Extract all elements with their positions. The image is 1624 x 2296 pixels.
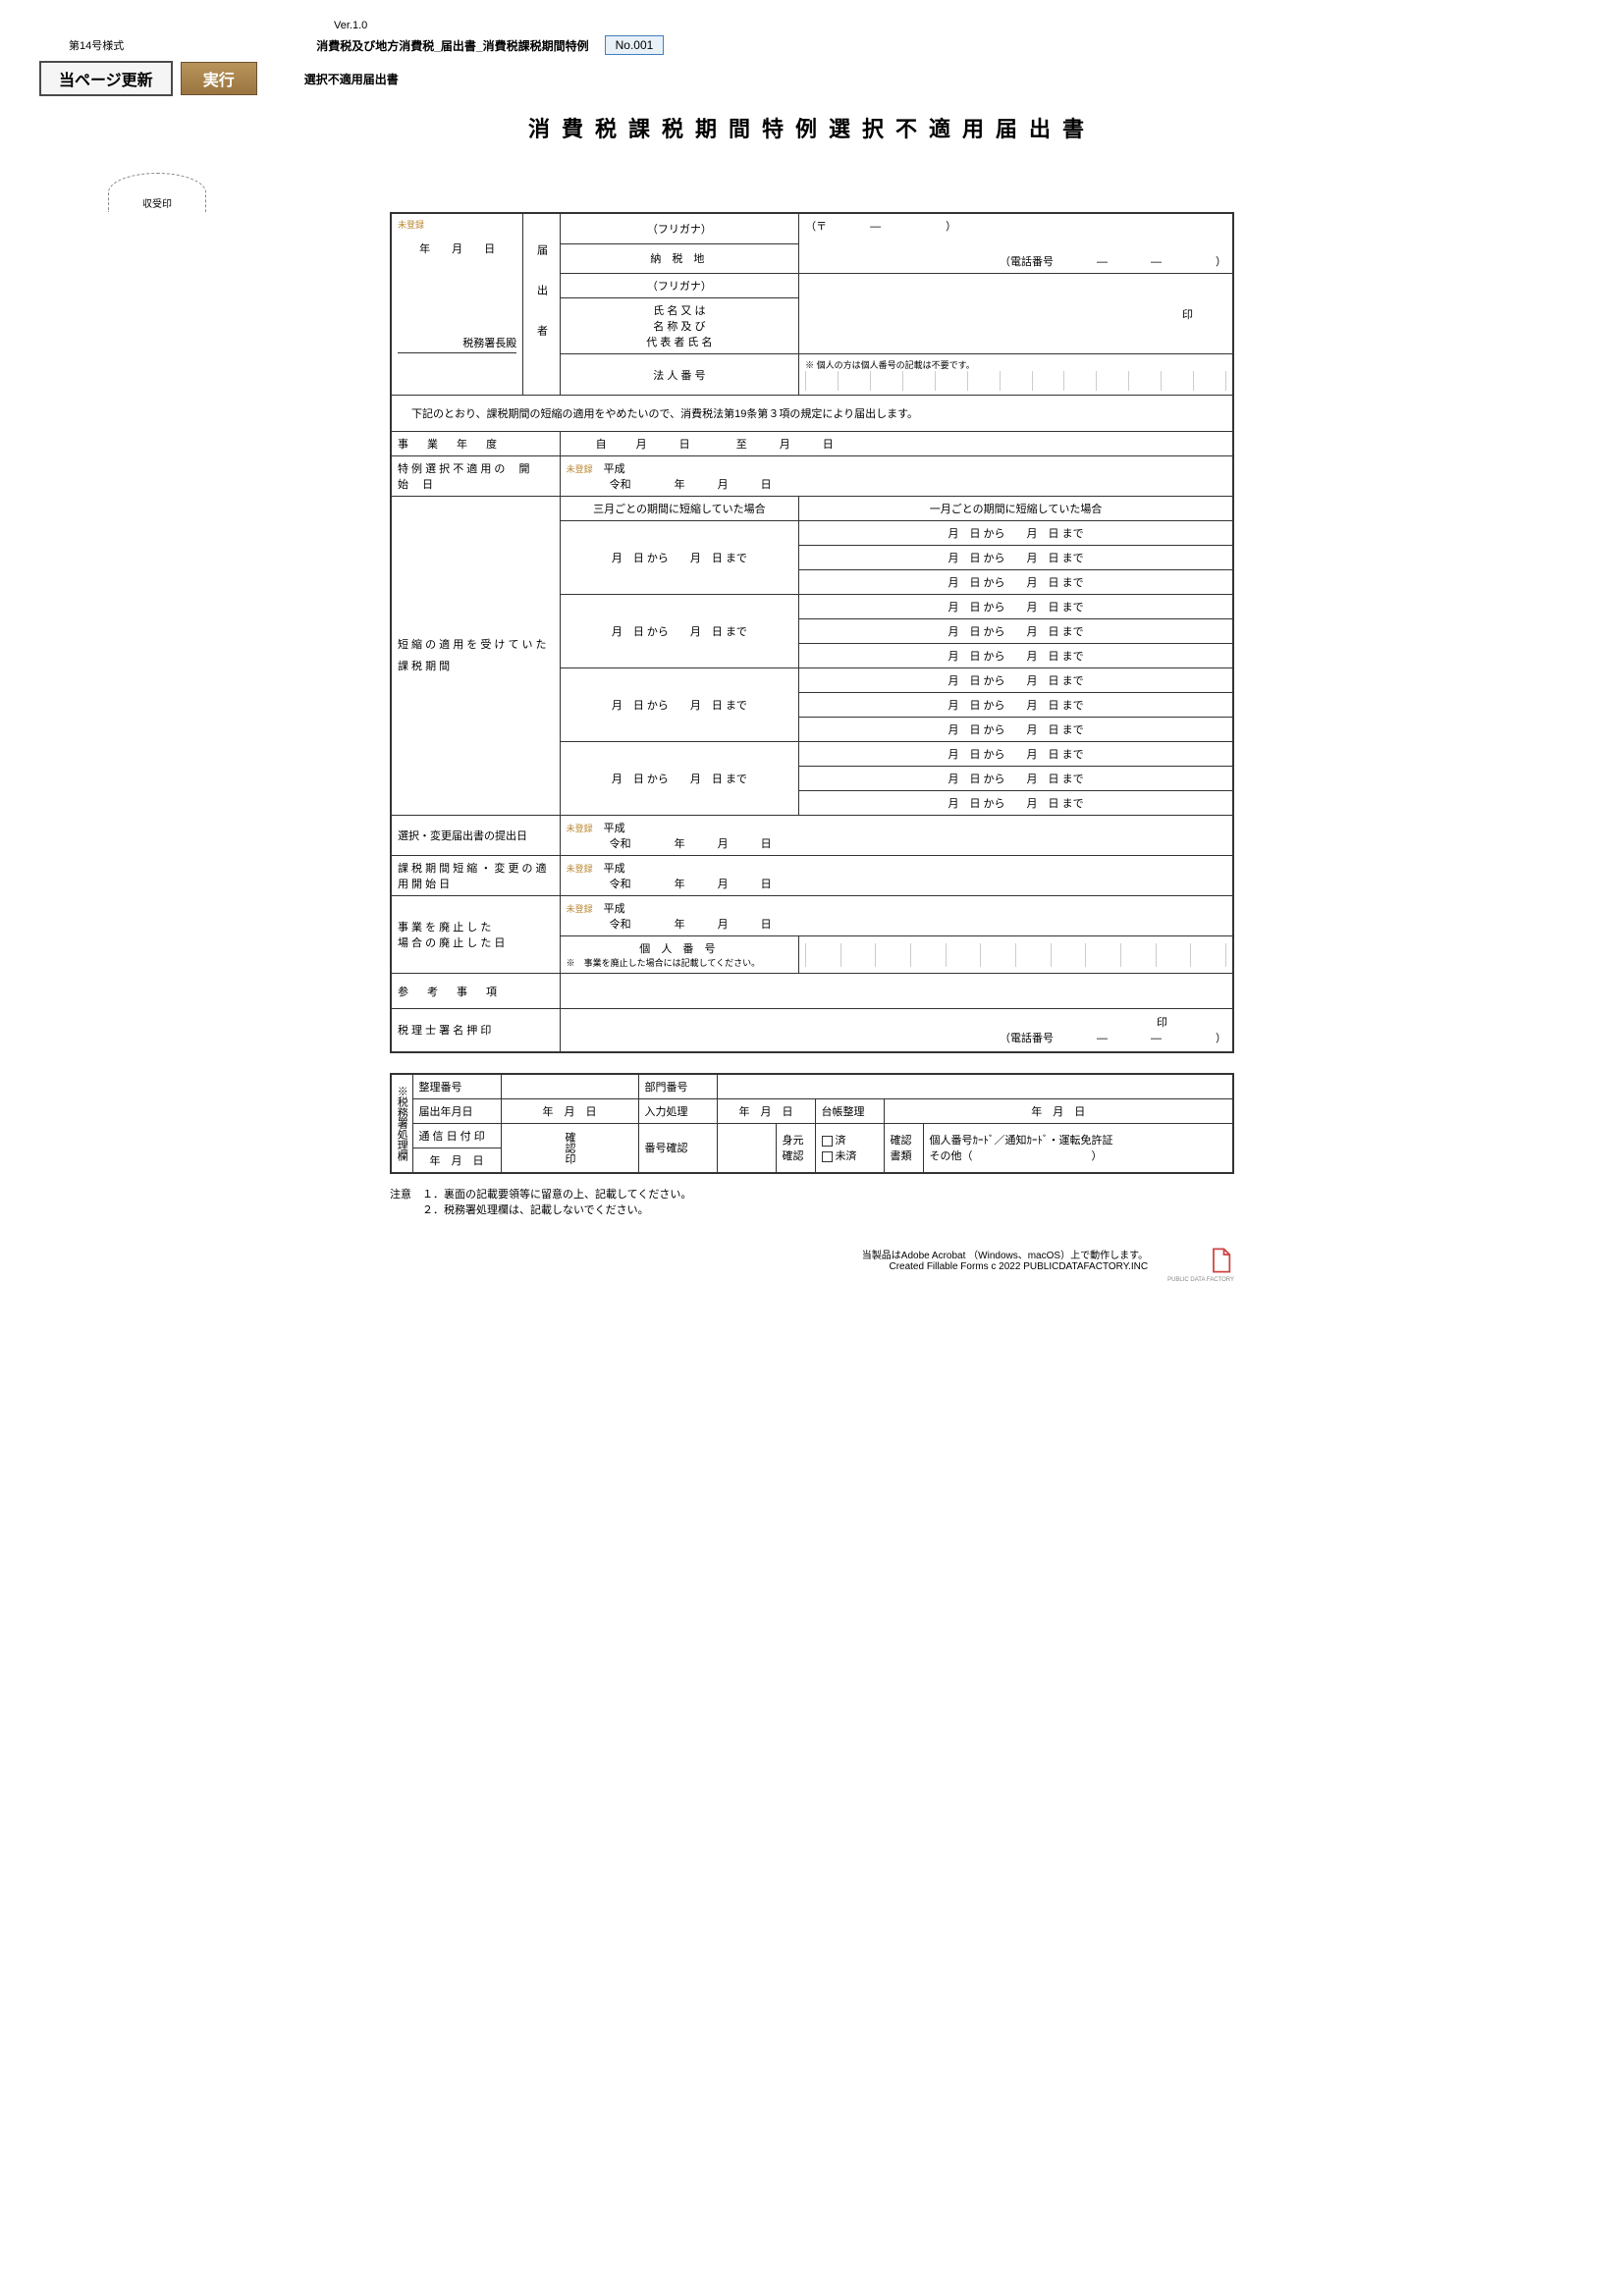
abolish-label: 事 業 を 廃 止 し た場 合 の 廃 止 し た 日 xyxy=(391,896,560,974)
one-month-row-1[interactable]: 月 日 から 月 日 まで xyxy=(799,521,1233,546)
notify-date-field[interactable]: 年 月 日 xyxy=(501,1098,638,1123)
main-title: 消費税課税期間特例選択不適用届出書 xyxy=(39,112,1585,143)
ledger-label: 台帳整理 xyxy=(815,1098,884,1123)
one-month-row-5[interactable]: 月 日 から 月 日 まで xyxy=(799,619,1233,644)
unregistered-label: 未登録 xyxy=(398,218,516,231)
doc-no: No.001 xyxy=(605,35,665,55)
submit-date-field[interactable]: 未登録 平成 令和 年 月 日 xyxy=(560,816,1233,856)
one-month-row-7[interactable]: 月 日 から 月 日 まで xyxy=(799,668,1233,693)
three-month-row-2[interactable]: 月 日 から 月 日 まで xyxy=(560,595,798,668)
input-process-field[interactable]: 年 月 日 xyxy=(717,1098,815,1123)
confirm-docs-label: 確認書類 xyxy=(884,1123,923,1173)
one-month-header: 一月ごとの期間に短縮していた場合 xyxy=(799,497,1233,521)
version-label: Ver.1.0 xyxy=(334,20,367,31)
name-labels: 氏 名 又 は名 称 及 び代 表 者 氏 名 xyxy=(560,298,798,354)
doc-header-2: 選択不適用届出書 xyxy=(304,71,399,87)
notifier-label: 届出者 xyxy=(523,213,560,396)
special-start-field[interactable]: 未登録 平成 令和 年 月 日 xyxy=(560,456,1233,497)
tax-accountant-field[interactable]: 印 （電話番号 ― ― ） xyxy=(560,1009,1233,1052)
ref-number-field[interactable] xyxy=(501,1074,638,1099)
dept-number-label: 部門番号 xyxy=(638,1074,717,1099)
office-use-table: ※税務署処理欄 整理番号 部門番号 届出年月日 年 月 日 入力処理 年 月 日… xyxy=(390,1073,1234,1174)
one-month-row-4[interactable]: 月 日 から 月 日 まで xyxy=(799,595,1233,619)
identity-confirm-field[interactable]: 済 未済 xyxy=(815,1123,884,1173)
business-year-field[interactable]: 自月 日 至 月 日 xyxy=(560,432,1233,456)
office-use-label: ※税務署処理欄 xyxy=(391,1074,412,1173)
business-year-label: 事 業 年 度 xyxy=(391,432,560,456)
change-start-label: 課 税 期 間 短 縮 ・ 変 更 の 適 用 開 始 日 xyxy=(391,856,560,896)
tax-accountant-label: 税 理 士 署 名 押 印 xyxy=(391,1009,560,1052)
one-month-row-9[interactable]: 月 日 から 月 日 まで xyxy=(799,718,1233,742)
tax-office-field[interactable]: 税務署長殿 xyxy=(398,335,516,353)
confirm-seal-label: 確認印 xyxy=(501,1123,638,1173)
doc-header-1: 消費税及び地方消費税_届出書_消費税課税期間特例 xyxy=(316,37,588,54)
one-month-row-11[interactable]: 月 日 から 月 日 まで xyxy=(799,767,1233,791)
confirm-docs-field[interactable]: 個人番号ｶｰﾄﾞ／通知ｶｰﾄﾞ・運転免許証その他（ ） xyxy=(923,1123,1233,1173)
one-month-row-12[interactable]: 月 日 から 月 日 まで xyxy=(799,791,1233,816)
address-label: 納 税 地 xyxy=(560,243,798,273)
ledger-field[interactable]: 年 月 日 xyxy=(884,1098,1233,1123)
ref-number-label: 整理番号 xyxy=(412,1074,501,1099)
one-month-row-10[interactable]: 月 日 から 月 日 まで xyxy=(799,742,1233,767)
number-confirm-field[interactable] xyxy=(717,1123,776,1173)
update-page-button[interactable]: 当ページ更新 xyxy=(39,61,173,96)
comm-date-field[interactable]: 年 月 日 xyxy=(412,1148,501,1173)
phone-label-1: （電話番号 ― ― ） xyxy=(805,253,1226,269)
reference-field[interactable] xyxy=(560,974,1233,1009)
furigana-label-2: （フリガナ） xyxy=(560,274,798,298)
one-month-row-3[interactable]: 月 日 から 月 日 まで xyxy=(799,570,1233,595)
furigana-label-1: （フリガナ） xyxy=(560,213,798,243)
three-month-row-3[interactable]: 月 日 から 月 日 まで xyxy=(560,668,798,742)
change-start-field[interactable]: 未登録 平成 令和 年 月 日 xyxy=(560,856,1233,896)
one-month-row-8[interactable]: 月 日 から 月 日 まで xyxy=(799,693,1233,718)
corp-number-note: ※ 個人の方は個人番号の記載は不要です。 xyxy=(805,358,1226,371)
form-number: 第14号様式 xyxy=(69,37,124,53)
main-form-table: 未登録 年 月 日 税務署長殿 届出者 （フリガナ） （〒 ― ） （電話番号 … xyxy=(390,212,1234,1053)
personal-number-label: 個 人 番 号 ※ 事業を廃止した場合には記載してください。 xyxy=(560,936,798,974)
notes-section: 注意 １．裏面の記載要領等に留意の上、記載してください。 ２．税務署処理欄は、記… xyxy=(390,1186,1234,1217)
body-text: 下記のとおり、課税期間の短縮の適用をやめたいので、消費税法第19条第３項の規定に… xyxy=(391,396,1233,432)
notify-date-label: 届出年月日 xyxy=(412,1098,501,1123)
number-confirm-label: 番号確認 xyxy=(638,1123,717,1173)
pdf-logo-icon: PUBLIC DATA FACTORY xyxy=(1167,1247,1234,1283)
address-field[interactable]: （〒 ― ） （電話番号 ― ― ） xyxy=(799,213,1233,274)
footer: PUBLIC DATA FACTORY 当製品はAdobe Acrobat （W… xyxy=(390,1247,1234,1272)
submit-date-label: 選択・変更届出書の提出日 xyxy=(391,816,560,856)
abolish-date-field[interactable]: 未登録 平成 令和 年 月 日 xyxy=(560,896,1233,936)
comm-date-label: 通 信 日 付 印 xyxy=(412,1123,501,1148)
three-month-row-1[interactable]: 月 日 から 月 日 まで xyxy=(560,521,798,595)
date-field[interactable]: 年 月 日 xyxy=(398,240,516,256)
date-tax-office-cell: 未登録 年 月 日 税務署長殿 xyxy=(391,213,523,396)
shortened-period-label: 短 縮 の 適 用 を 受 け て い た 課 税 期 間 xyxy=(391,497,560,816)
dept-number-field[interactable] xyxy=(717,1074,1233,1099)
identity-confirm-label: 身元確認 xyxy=(776,1123,815,1173)
receipt-stamp-area: 収受印 xyxy=(108,173,206,212)
postal-label: （〒 ― ） xyxy=(805,218,1226,234)
one-month-row-2[interactable]: 月 日 から 月 日 まで xyxy=(799,546,1233,570)
three-month-row-4[interactable]: 月 日 から 月 日 まで xyxy=(560,742,798,816)
one-month-row-6[interactable]: 月 日 から 月 日 まで xyxy=(799,644,1233,668)
three-month-header: 三月ごとの期間に短縮していた場合 xyxy=(560,497,798,521)
input-process-label: 入力処理 xyxy=(638,1098,717,1123)
special-start-label: 特 例 選 択 不 適 用 の 開 始 日 xyxy=(391,456,560,497)
corp-number-label: 法 人 番 号 xyxy=(560,354,798,396)
name-field[interactable]: 印 xyxy=(799,274,1233,354)
personal-number-field[interactable] xyxy=(799,936,1233,974)
corp-number-field[interactable]: ※ 個人の方は個人番号の記載は不要です。 xyxy=(799,354,1233,396)
reference-label: 参 考 事 項 xyxy=(391,974,560,1009)
execute-button[interactable]: 実行 xyxy=(181,62,257,95)
